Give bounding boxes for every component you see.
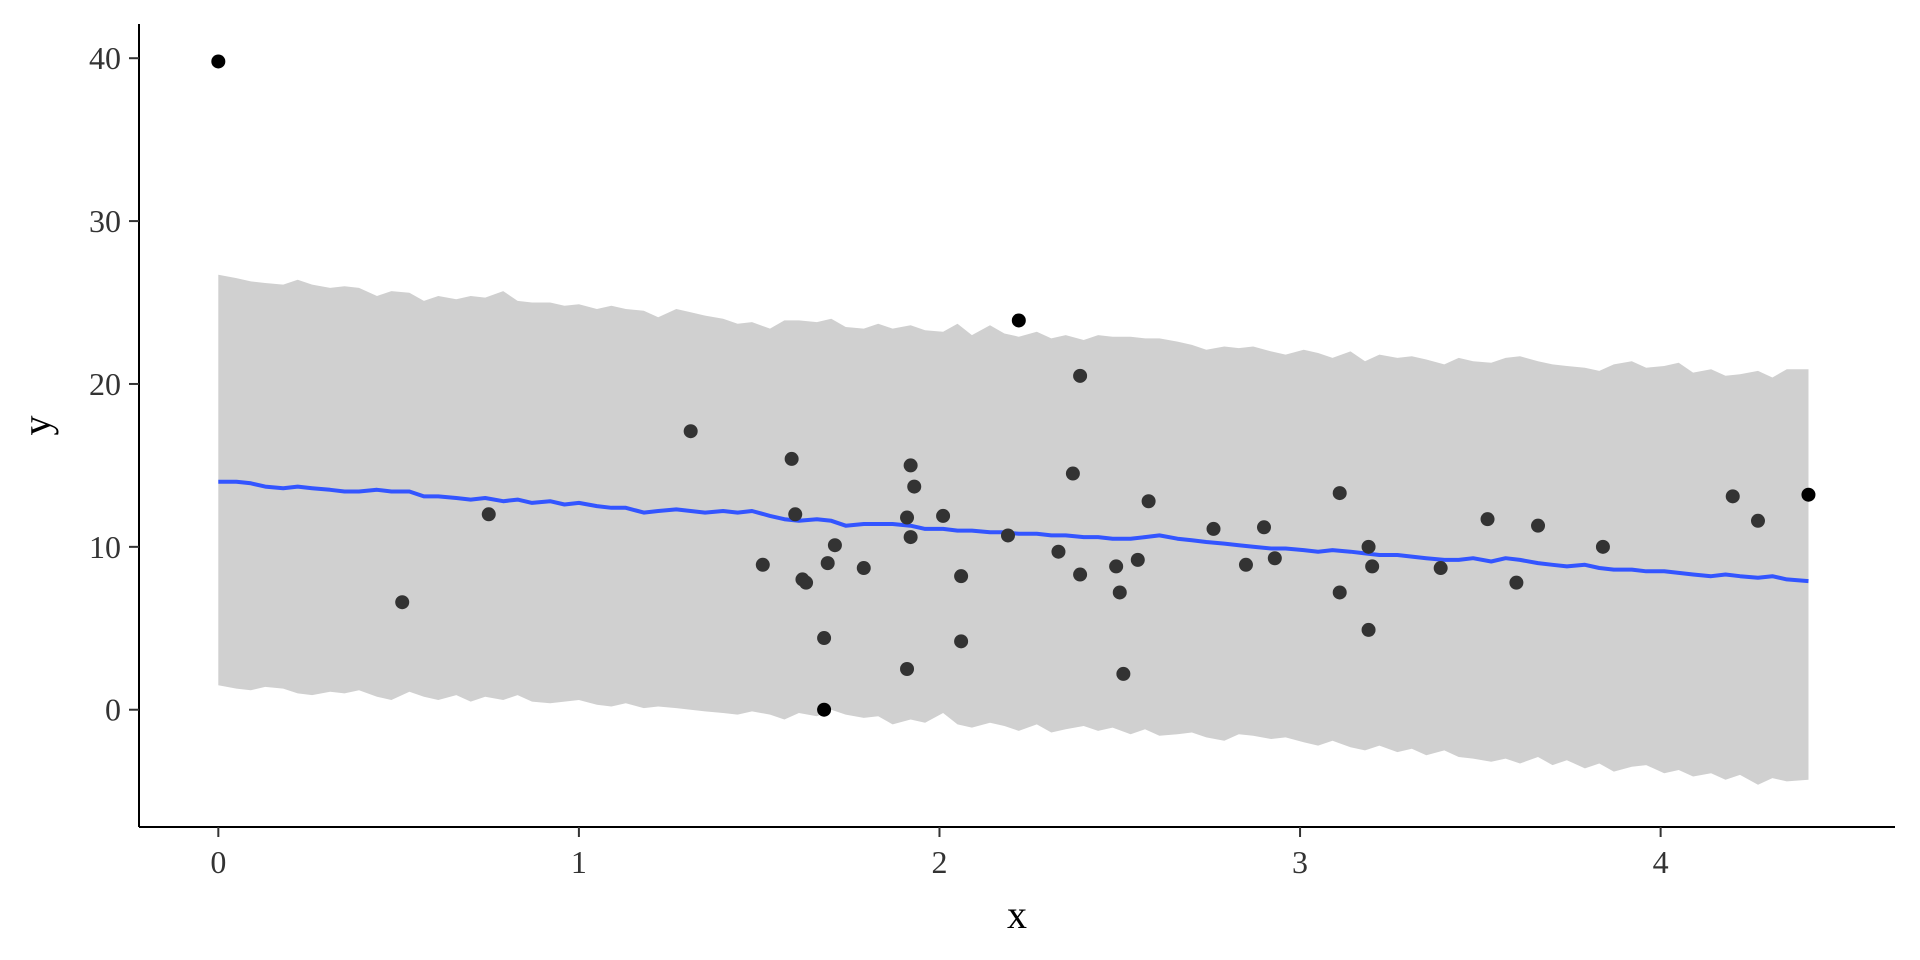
y-tick-label: 30 xyxy=(89,203,121,239)
y-axis-ticks: 0 10 20 30 40 xyxy=(89,40,139,728)
data-point xyxy=(1750,513,1765,528)
outlier-point xyxy=(817,702,832,717)
y-tick-label: 0 xyxy=(105,692,121,728)
x-tick-label: 0 xyxy=(210,844,226,880)
outlier-point xyxy=(1011,313,1026,328)
y-axis-title: y xyxy=(14,416,59,436)
data-point xyxy=(1531,518,1546,533)
y-tick-label: 40 xyxy=(89,40,121,76)
data-point xyxy=(1051,544,1066,559)
data-point xyxy=(903,458,918,473)
data-point xyxy=(900,510,915,525)
data-point xyxy=(683,424,698,439)
data-point xyxy=(954,634,969,649)
data-point xyxy=(1365,559,1380,574)
data-point xyxy=(1141,494,1156,509)
data-point xyxy=(936,508,951,523)
data-point xyxy=(1238,557,1253,572)
data-point xyxy=(1112,585,1127,600)
data-point xyxy=(1725,489,1740,504)
prediction-band xyxy=(218,274,1809,785)
data-point xyxy=(1206,521,1221,536)
data-point xyxy=(1595,539,1610,554)
outlier-point xyxy=(211,54,226,69)
data-point xyxy=(1509,575,1524,590)
data-point xyxy=(788,507,803,522)
data-point xyxy=(1332,486,1347,501)
data-point xyxy=(1130,552,1145,567)
data-point xyxy=(755,557,770,572)
data-point xyxy=(1332,585,1347,600)
data-point xyxy=(817,631,832,646)
y-tick-label: 10 xyxy=(89,529,121,565)
data-point xyxy=(903,530,918,545)
data-point xyxy=(1000,528,1015,543)
data-point xyxy=(395,595,410,610)
data-point xyxy=(1073,368,1088,383)
prediction-band-layer xyxy=(218,274,1809,785)
data-point xyxy=(481,507,496,522)
x-tick-label: 3 xyxy=(1292,844,1308,880)
data-point xyxy=(784,451,799,466)
data-point xyxy=(856,561,871,576)
axes-layer: 0 1 2 3 4 0 10 20 30 40 x y xyxy=(14,24,1895,937)
data-point xyxy=(900,662,915,677)
x-tick-label: 1 xyxy=(571,844,587,880)
x-tick-label: 2 xyxy=(931,844,947,880)
data-point xyxy=(1256,520,1271,535)
data-points-layer xyxy=(211,54,1816,717)
data-point xyxy=(1065,466,1080,481)
y-tick-label: 20 xyxy=(89,366,121,402)
x-axis-ticks: 0 1 2 3 4 xyxy=(210,827,1669,880)
data-point xyxy=(1361,539,1376,554)
data-point xyxy=(1361,622,1376,637)
data-point xyxy=(820,556,835,571)
data-point xyxy=(1109,559,1124,574)
data-point xyxy=(907,479,922,494)
data-point xyxy=(827,538,842,553)
data-point xyxy=(1433,561,1448,576)
data-point xyxy=(1073,567,1088,582)
data-point xyxy=(1480,512,1495,527)
x-tick-label: 4 xyxy=(1653,844,1669,880)
x-axis-title: x xyxy=(1007,892,1027,937)
data-point xyxy=(1267,551,1282,566)
data-point xyxy=(954,569,969,584)
data-point xyxy=(1116,666,1131,681)
data-point xyxy=(799,575,814,590)
outlier-point xyxy=(1801,487,1816,502)
